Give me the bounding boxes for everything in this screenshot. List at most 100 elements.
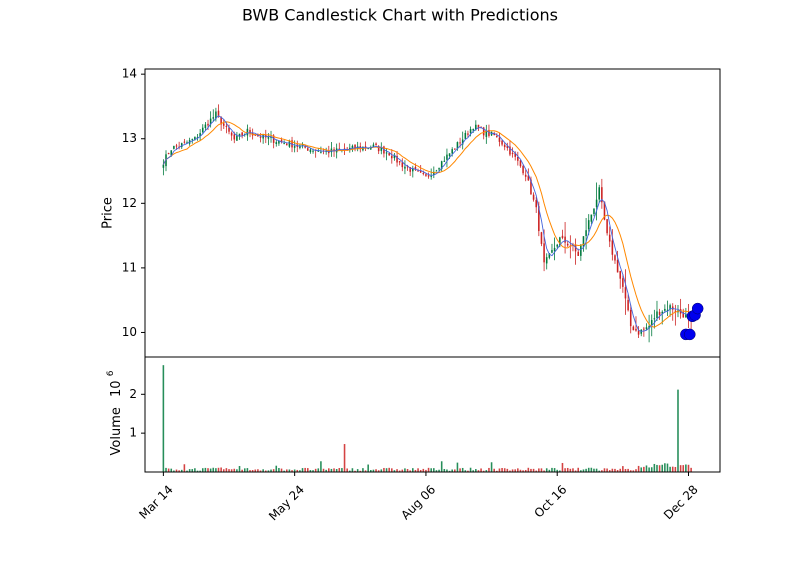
volume-bar — [364, 470, 367, 472]
volume-bar — [296, 469, 299, 472]
candle-body — [391, 155, 393, 159]
candle-body — [448, 153, 451, 156]
volume-bar — [561, 462, 564, 472]
volume-bar — [191, 469, 194, 472]
volume-bar — [278, 468, 280, 472]
volume-bar — [519, 469, 522, 472]
volume-bar — [333, 468, 335, 472]
candle-body — [461, 139, 464, 145]
volume-bar — [506, 468, 509, 472]
candle-body — [661, 311, 664, 314]
volume-bar — [640, 467, 643, 472]
volume-bar — [246, 468, 249, 472]
volume-bar — [304, 467, 306, 472]
candle-body — [540, 232, 543, 244]
candle-body — [574, 245, 577, 252]
candle-body — [472, 129, 474, 131]
volume-bar — [173, 470, 175, 472]
volume-bar — [220, 467, 222, 472]
volume-bar — [338, 468, 341, 472]
volume-bar — [658, 465, 661, 472]
volume-bar — [236, 469, 238, 472]
candle-body — [427, 175, 430, 177]
candle-body — [585, 230, 587, 237]
volume-bar — [301, 468, 304, 472]
volume-bar — [671, 466, 674, 472]
candle-body — [209, 118, 212, 125]
volume-bar — [212, 467, 215, 472]
x-tick-label: Aug 06 — [398, 482, 438, 522]
candle-body — [170, 150, 173, 156]
volume-bar — [272, 469, 275, 472]
volume-bar — [438, 469, 440, 472]
volume-bar — [551, 467, 553, 472]
candle-body — [312, 150, 314, 152]
price-y-tick-label: 14 — [122, 67, 137, 81]
candle-body — [225, 125, 228, 127]
candle-body — [587, 220, 590, 230]
candle-body — [333, 149, 335, 152]
volume-bar — [228, 469, 230, 472]
volume-bar — [188, 469, 191, 472]
candle-body — [653, 318, 656, 320]
price-y-axis-label: Price — [101, 197, 116, 229]
volume-bar — [540, 468, 543, 472]
candle-body — [530, 179, 532, 195]
candle-body — [236, 135, 238, 141]
volume-bar — [443, 468, 446, 472]
candle-body — [204, 124, 207, 129]
candle-body — [595, 199, 598, 207]
volume-bar — [312, 470, 314, 472]
volume-bar — [545, 468, 548, 472]
volume-bar — [585, 468, 587, 472]
candle-body — [511, 153, 514, 155]
volume-bar — [593, 468, 595, 472]
candle-body — [456, 142, 459, 149]
price-y-tick-label: 12 — [122, 196, 137, 210]
volume-bar — [217, 467, 220, 472]
volume-bar — [215, 468, 217, 472]
candle-body — [196, 137, 199, 139]
volume-bar — [556, 469, 559, 472]
volume-bar — [409, 470, 411, 472]
candle-body — [685, 314, 687, 318]
volume-bar — [611, 468, 614, 472]
volume-bar — [362, 468, 364, 472]
candle-body — [682, 312, 685, 318]
candle-body — [506, 145, 509, 149]
candle-body — [556, 244, 559, 247]
candle-body — [608, 234, 611, 242]
volume-label-text: Volume — [109, 407, 124, 455]
volume-bar — [275, 465, 278, 472]
candle-body — [370, 147, 372, 150]
volume-bar — [165, 467, 167, 472]
volume-bar — [412, 468, 414, 472]
candle-body — [590, 214, 593, 222]
candle-body — [593, 208, 595, 215]
volume-bar — [380, 469, 383, 472]
volume-bars — [162, 365, 692, 472]
volume-bar — [375, 469, 377, 472]
candle-body — [606, 219, 608, 234]
candle-body — [635, 328, 637, 331]
candle-body — [477, 124, 480, 129]
volume-bar — [167, 468, 170, 472]
volume-bar — [264, 470, 267, 472]
candle-body — [406, 166, 409, 168]
volume-bar — [178, 470, 180, 472]
candle-body — [215, 111, 217, 119]
candle-body — [173, 146, 175, 149]
volume-bar — [162, 365, 165, 472]
volume-bar — [322, 468, 325, 472]
volume-bar — [404, 468, 406, 472]
candle-body — [543, 243, 545, 263]
chart-title: BWB Candlestick Chart with Predictions — [242, 6, 558, 25]
volume-bar — [309, 470, 312, 472]
candle-body — [532, 194, 535, 200]
candle-body — [183, 141, 186, 143]
volume-bar — [417, 468, 419, 472]
volume-bar — [514, 469, 516, 472]
candle-body — [577, 251, 580, 256]
volume-bar — [391, 468, 393, 472]
candle-body — [524, 174, 527, 177]
